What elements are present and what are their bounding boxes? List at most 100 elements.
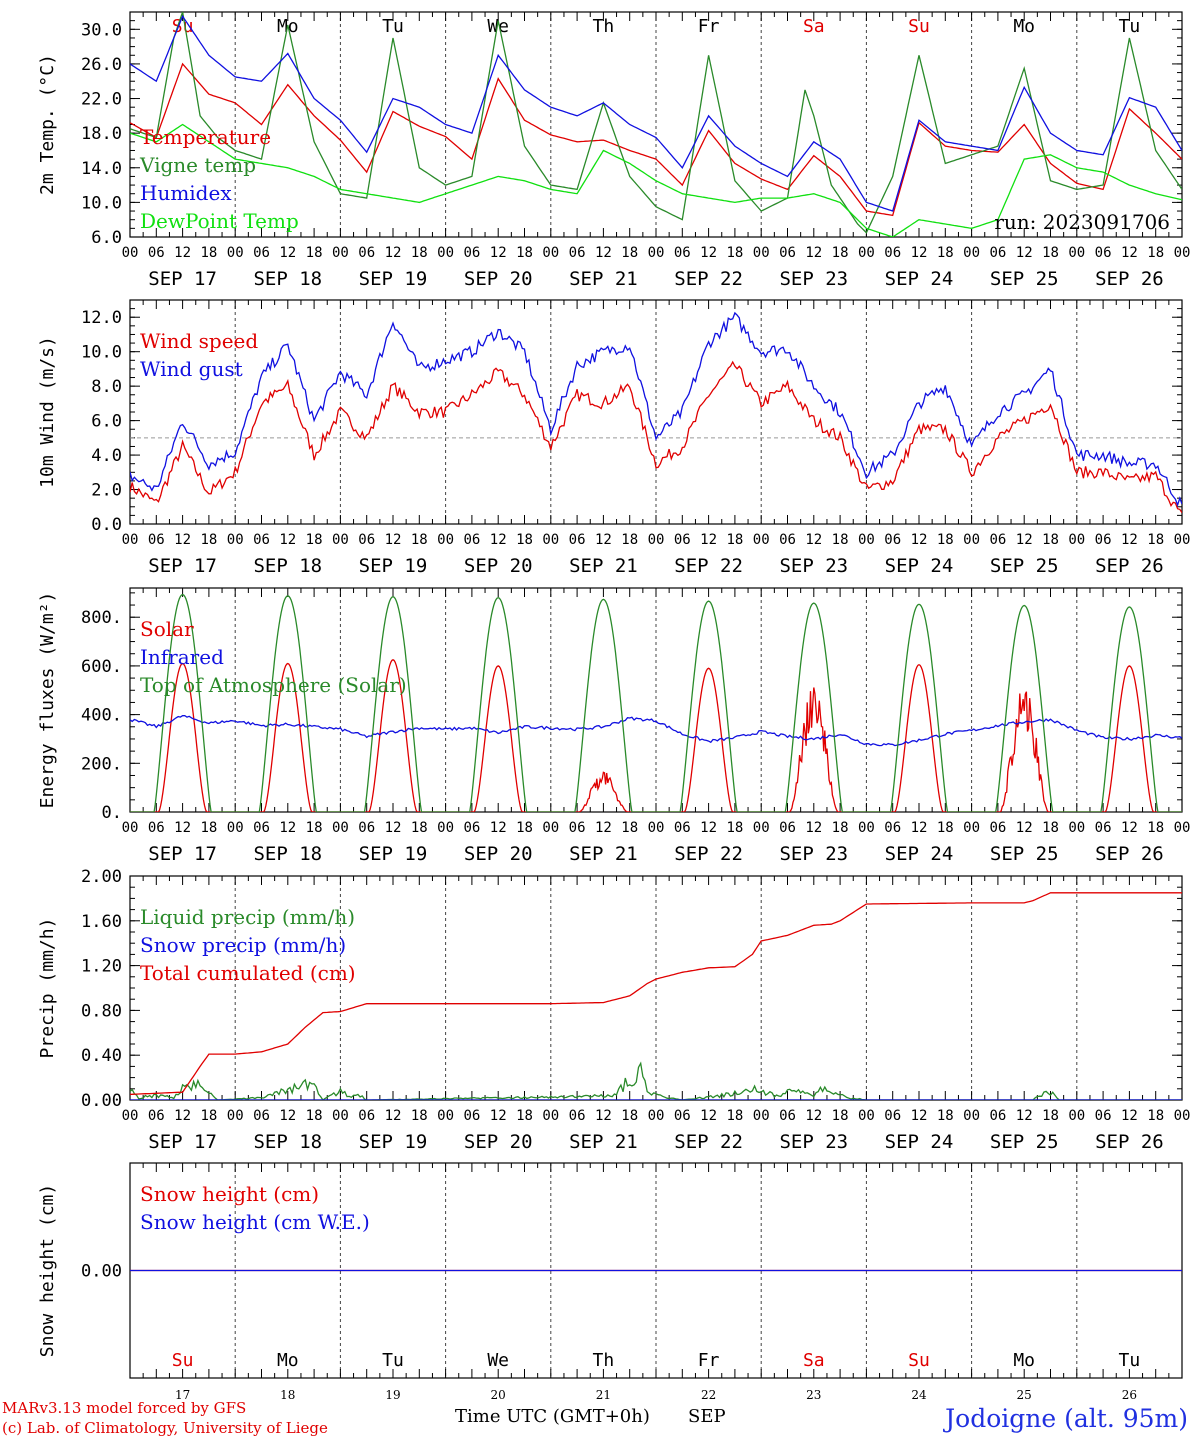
x-hour-label: 06: [989, 1108, 1006, 1124]
legend-entry: Snow height (cm W.E.): [140, 1210, 370, 1234]
x-hour-label: 12: [805, 532, 822, 548]
weekday-label: Sa: [803, 1350, 825, 1371]
day-number-label: 21: [596, 1388, 611, 1402]
day-number-label: 25: [1017, 1388, 1032, 1402]
x-hour-label: 12: [700, 820, 717, 836]
x-date-label: SEP 20: [464, 1131, 533, 1153]
y-tick-label: 8.0: [91, 377, 122, 397]
series-line: [130, 14, 1182, 212]
x-hour-label: 06: [358, 532, 375, 548]
station-name: Jodoigne (alt. 95m): [945, 1404, 1188, 1433]
x-hour-label: 06: [779, 1108, 796, 1124]
legend-entry: Wind speed: [140, 329, 258, 353]
x-hour-label: 12: [174, 532, 191, 548]
x-hour-label: 18: [516, 245, 533, 261]
x-hour-label: 06: [148, 532, 165, 548]
x-date-label: SEP 25: [990, 268, 1059, 290]
x-hour-label: 18: [621, 532, 638, 548]
legend-entry: Total cumulated (cm): [140, 961, 356, 985]
day-number-label: 24: [911, 1388, 927, 1402]
x-hour-label: 00: [648, 1108, 665, 1124]
legend-entry: Vigne temp: [139, 153, 256, 177]
series-line: [130, 123, 1182, 237]
day-number-label: 20: [491, 1388, 506, 1402]
x-hour-label: 00: [542, 245, 559, 261]
weekday-label: Su: [908, 16, 930, 37]
x-hour-label: 18: [621, 820, 638, 836]
legend-entry: Temperature: [140, 125, 271, 149]
weekday-label: Fr: [698, 1350, 720, 1371]
x-hour-label: 18: [1042, 820, 1059, 836]
x-date-label: SEP 18: [253, 555, 322, 577]
x-date-label: SEP 25: [990, 555, 1059, 577]
weekday-label: Th: [593, 1350, 615, 1371]
series-line: [130, 659, 1182, 812]
x-hour-label: 12: [1121, 820, 1138, 836]
weekday-label: Su: [172, 1350, 194, 1371]
x-date-label: SEP 19: [359, 268, 428, 290]
x-hour-label: 06: [253, 1108, 270, 1124]
y-tick-label: 0.00: [81, 1262, 122, 1282]
x-hour-label: 00: [1174, 532, 1191, 548]
x-date-label: SEP 17: [148, 268, 217, 290]
x-hour-label: 12: [385, 245, 402, 261]
y-tick-label: 400.: [81, 706, 122, 726]
x-hour-label: 12: [279, 245, 296, 261]
x-hour-label: 18: [411, 532, 428, 548]
y-tick-label: 6.0: [91, 412, 122, 432]
x-date-label: SEP 17: [148, 1131, 217, 1153]
x-date-label: SEP 23: [779, 1131, 848, 1153]
x-hour-label: 18: [1042, 532, 1059, 548]
x-hour-label: 06: [989, 245, 1006, 261]
x-hour-label: 12: [279, 1108, 296, 1124]
x-hour-label: 06: [1095, 245, 1112, 261]
x-date-label: SEP 21: [569, 555, 638, 577]
weekday-label: Su: [172, 16, 194, 37]
x-hour-label: 18: [411, 245, 428, 261]
x-hour-label: 12: [595, 532, 612, 548]
legend-entry: Snow height (cm): [140, 1182, 319, 1206]
x-date-label: SEP 22: [674, 1131, 743, 1153]
x-hour-label: 18: [200, 532, 217, 548]
x-axis-month: SEP: [688, 1406, 726, 1427]
x-date-label: SEP 26: [1095, 1131, 1164, 1153]
y-tick-label: 0.40: [81, 1046, 122, 1066]
weekday-label: We: [487, 16, 509, 37]
x-hour-label: 06: [148, 1108, 165, 1124]
x-hour-label: 18: [937, 532, 954, 548]
y-tick-label: 600.: [81, 657, 122, 677]
y-tick-label: 12.0: [81, 308, 122, 328]
x-hour-label: 06: [463, 245, 480, 261]
y-axis-label: Energy fluxes (W/m²): [37, 592, 58, 809]
x-hour-label: 18: [516, 1108, 533, 1124]
weekday-label: Tu: [1119, 16, 1141, 37]
x-hour-label: 06: [358, 820, 375, 836]
x-hour-label: 06: [569, 532, 586, 548]
panel-3: 0. 200. 400. 600. 800. Energy fluxes (W/m²) 00…: [37, 587, 1191, 865]
legend-entry: Snow precip (mm/h): [140, 933, 346, 957]
weekday-label: Sa: [803, 16, 825, 37]
x-hour-label: 06: [674, 1108, 691, 1124]
x-hour-label: 00: [542, 532, 559, 548]
x-hour-label: 06: [989, 820, 1006, 836]
legend-entry: Infrared: [140, 645, 224, 669]
x-hour-label: 00: [648, 532, 665, 548]
y-tick-label: 2.00: [81, 867, 122, 887]
x-hour-label: 18: [306, 532, 323, 548]
panel-2: 0.0 2.0 4.0 6.0 8.0 10.0 12.0 10m Wind (m/s) 00 0…: [37, 299, 1191, 577]
y-tick-label: 0.0: [91, 515, 122, 535]
x-hour-label: 00: [1174, 820, 1191, 836]
x-hour-label: 18: [306, 820, 323, 836]
x-hour-label: 06: [148, 245, 165, 261]
x-hour-label: 12: [911, 532, 928, 548]
x-hour-label: 00: [1174, 1108, 1191, 1124]
weekday-label: Mo: [277, 1350, 299, 1371]
series-line: [130, 12, 1182, 234]
x-hour-label: 06: [148, 820, 165, 836]
x-hour-label: 18: [411, 820, 428, 836]
x-hour-label: 18: [832, 245, 849, 261]
model-credit: MARv3.13 model forced by GFS: [2, 1399, 247, 1417]
y-tick-label: 22.0: [81, 90, 122, 110]
day-number-label: 18: [280, 1388, 295, 1402]
